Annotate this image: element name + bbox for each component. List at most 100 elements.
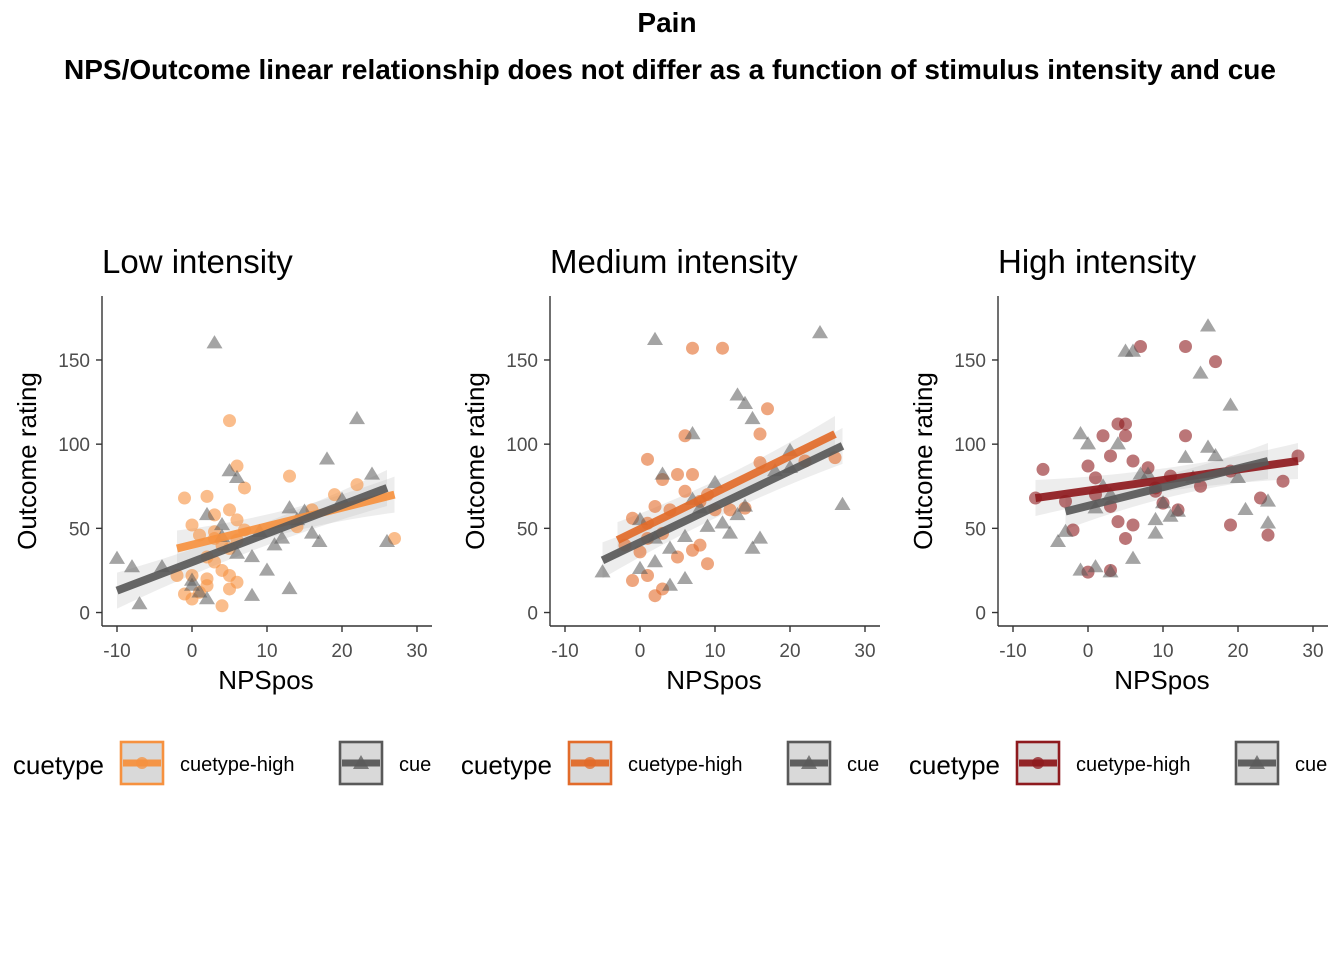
data-point-cuetype-high (1261, 528, 1275, 542)
data-point-cue (206, 335, 223, 349)
panel-title: High intensity (998, 243, 1197, 280)
data-point-cuetype-high (223, 503, 236, 517)
legend-label-cuetype-high: cuetype-high (180, 754, 295, 776)
x-axis-title: NPSpos (1114, 665, 1209, 695)
legend-marker-cuetype-high (136, 757, 148, 769)
data-point-cue (349, 410, 365, 425)
panel-title: Low intensity (102, 243, 293, 280)
x-tick-label: 0 (635, 641, 646, 662)
data-point-cuetype-high (686, 467, 699, 481)
data-point-cue (1177, 449, 1194, 463)
data-point-cue (714, 515, 731, 529)
legend: cuetype cuetype-high cue (13, 740, 431, 786)
data-point-cuetype-high (185, 518, 199, 532)
data-point-cuetype-high (626, 574, 639, 588)
data-point-cue (1147, 525, 1164, 539)
data-point-cuetype-high (350, 478, 364, 492)
regression-line-cue (115, 484, 389, 595)
data-point-cue (1237, 501, 1254, 516)
data-point-cue (214, 516, 230, 531)
legend-label-cue: cue (399, 754, 431, 776)
data-point-cuetype-high (1081, 459, 1095, 473)
y-tick-label: 150 (58, 351, 90, 372)
data-point-cue (1087, 559, 1104, 573)
x-tick-label: 30 (1302, 641, 1323, 662)
data-point-cuetype-high (671, 467, 684, 481)
data-point-cuetype-high (1119, 429, 1132, 443)
data-point-cue (1110, 436, 1126, 450)
legend-marker-cuetype-high (584, 757, 596, 769)
legend-marker-cue (1249, 755, 1265, 769)
data-point-cue (1072, 562, 1089, 576)
legend: cuetype cuetype-high cue (461, 740, 879, 786)
data-point-cue (319, 451, 335, 465)
data-point-cue (677, 528, 693, 542)
data-point-cuetype-high (230, 459, 244, 473)
x-tick-label: 30 (854, 641, 875, 662)
data-point-cuetype-high (1134, 340, 1147, 354)
data-point-cue (707, 474, 723, 489)
data-point-cuetype-high (223, 582, 236, 596)
data-point-cuetype-high (678, 484, 692, 498)
x-tick-label: 10 (256, 641, 277, 662)
y-tick-label: 0 (527, 604, 538, 625)
y-axis-title: Outcome rating (460, 372, 490, 550)
legend-marker-cue (353, 755, 369, 769)
data-point-cue (684, 426, 701, 440)
data-point-cue (274, 530, 290, 544)
data-point-cuetype-high (716, 341, 729, 355)
panel-title: Medium intensity (550, 243, 798, 280)
legend-title: cuetype (13, 750, 104, 780)
data-point-cue (199, 506, 215, 521)
y-tick-label: 100 (954, 435, 986, 456)
data-point-cuetype-high (648, 499, 662, 513)
data-point-cue (304, 525, 320, 539)
x-tick-label: 20 (1227, 641, 1248, 662)
data-point-cue (191, 584, 208, 598)
data-point-cue (229, 545, 245, 559)
data-point-cue (1192, 365, 1209, 379)
data-point-cuetype-high (641, 452, 654, 466)
x-tick-label: 20 (779, 641, 800, 662)
regression-line-cue (600, 442, 845, 564)
data-point-cue (1200, 439, 1216, 453)
legend-label-cue: cue (1295, 754, 1327, 776)
legend-marker-cuetype-high (1032, 757, 1044, 769)
data-point-cuetype-high (1126, 454, 1140, 468)
data-point-cue (1125, 550, 1141, 564)
data-point-cue (1260, 493, 1276, 507)
x-tick-label: -10 (999, 641, 1026, 662)
data-point-cuetype-high (178, 491, 191, 505)
data-point-cue (229, 469, 245, 484)
figure-title: Pain (637, 7, 696, 38)
data-point-cuetype-high (1179, 340, 1192, 354)
legend: cuetype cuetype-high cue (909, 740, 1327, 786)
data-point-cuetype-high (753, 427, 767, 441)
data-point-cuetype-high (238, 481, 251, 495)
data-point-cue (364, 466, 380, 480)
data-point-cue (1072, 426, 1089, 440)
data-point-cue (654, 466, 671, 480)
data-point-cuetype-high (215, 599, 229, 613)
data-point-cue (632, 560, 648, 574)
legend-label-cuetype-high: cuetype-high (1076, 754, 1191, 776)
data-point-cue (744, 410, 761, 425)
data-point-cue (109, 550, 125, 564)
data-point-cuetype-high (701, 557, 714, 571)
data-point-cue (266, 537, 283, 551)
regression-line-cue (1064, 457, 1269, 516)
data-point-cue (834, 496, 851, 510)
legend-label-cue: cue (847, 754, 879, 776)
data-point-cuetype-high (1036, 462, 1050, 476)
y-tick-label: 100 (506, 435, 538, 456)
data-point-cue (647, 554, 663, 568)
regression-line-cuetype-high (615, 430, 837, 544)
data-point-cue (677, 570, 693, 585)
data-point-cuetype-high (230, 513, 244, 527)
data-point-cue (744, 540, 761, 554)
x-tick-label: 20 (331, 641, 352, 662)
data-point-cue (722, 525, 738, 539)
data-point-cue (1080, 436, 1096, 450)
data-point-cuetype-high (328, 488, 341, 502)
data-point-cuetype-high (283, 469, 296, 483)
